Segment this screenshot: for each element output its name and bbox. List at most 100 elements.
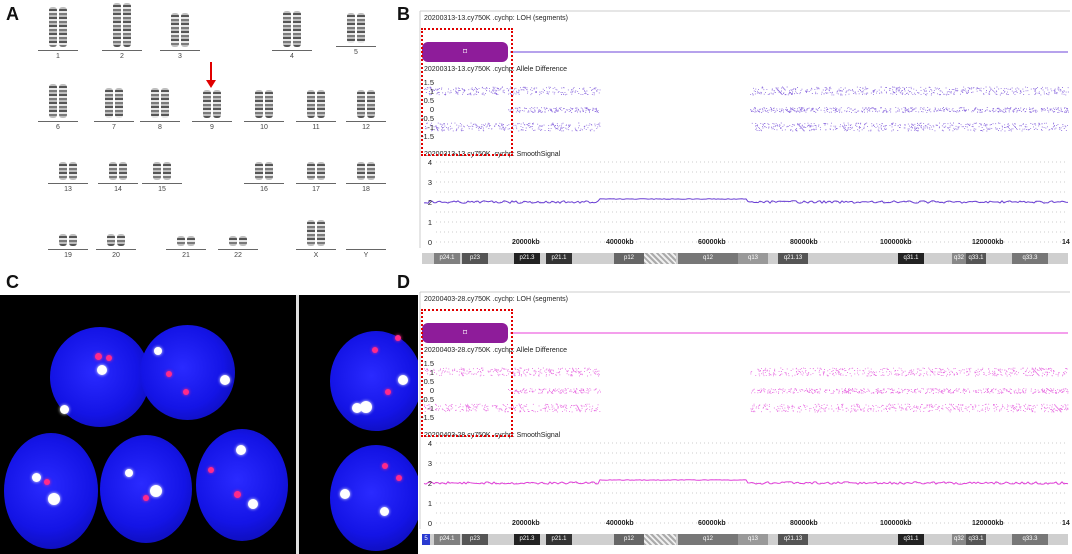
fish-signal-white (150, 485, 162, 497)
panel-label-b: B (397, 4, 410, 24)
allele-difference-points (424, 367, 600, 377)
chromatid (109, 162, 117, 180)
kb-axis-tick: 60000kb (698, 239, 726, 246)
ideogram-band: p24.1 (434, 253, 460, 264)
chromatid (153, 162, 161, 180)
cell-nucleus (100, 435, 192, 543)
ad-axis-tick: -1 (427, 123, 434, 132)
fish-signal-white (220, 375, 230, 385)
chromatid (229, 236, 237, 246)
fish-signal-red (385, 389, 391, 395)
ad-axis-tick: -1.5 (421, 132, 434, 141)
chromosome-baseline (98, 183, 138, 184)
fish-signal-red (106, 355, 112, 361)
chromosome-label: 13 (64, 186, 72, 193)
chromosome-label: 4 (290, 53, 294, 60)
chromosome-baseline (296, 121, 336, 122)
chromatid (255, 90, 263, 118)
chromatid (283, 11, 291, 47)
highlight-arrow (210, 62, 212, 82)
chromatid (49, 84, 57, 118)
chromatid (357, 13, 365, 43)
chromosome-baseline (102, 50, 142, 51)
chromosome-label: 5 (354, 49, 358, 56)
loh-track-title: 20200403-28.cy750K .cychp: LOH (segments… (424, 296, 568, 303)
chromosome-label: 14 (114, 186, 122, 193)
allele-difference-points (424, 86, 601, 96)
chromosome-label: 8 (158, 124, 162, 131)
chromosome-baseline (346, 249, 386, 250)
ideogram-band: q21.13 (778, 253, 808, 264)
chromatid (367, 90, 375, 118)
chromatid (177, 236, 185, 246)
chromosome-label: 15 (158, 186, 166, 193)
chromatid (307, 220, 315, 246)
fish-signal-red (143, 495, 149, 501)
chromosome-label: 17 (312, 186, 320, 193)
ss-axis-tick: 4 (427, 439, 432, 448)
fish-signal-red (396, 475, 402, 481)
allele-difference-points (750, 107, 1069, 113)
allele-difference-points (750, 367, 1068, 377)
allele-difference-points (751, 122, 1068, 132)
chromosome-ideogram: p24.1 p23 p21.3 p21.1 p12 q12 q13 q21.13 q31.1 q3… (422, 253, 1068, 264)
ideogram-band: q33.1 (966, 253, 986, 264)
ad-axis-tick: 1.5 (423, 78, 434, 87)
ad-axis-tick: 0.5 (423, 96, 434, 105)
chromosome-baseline (244, 183, 284, 184)
ideogram-band: q31.1 (898, 253, 924, 264)
kb-axis-tick: 100000kb (880, 520, 912, 527)
kb-axis-tick: 80000kb (790, 239, 818, 246)
cell-nucleus (140, 325, 235, 420)
fish-signal-white (154, 347, 162, 355)
ideogram-band: q21.13 (778, 534, 808, 545)
chromosome-label: 12 (362, 124, 370, 131)
chromatid (119, 162, 127, 180)
ad-axis-tick: -1 (427, 404, 434, 413)
highlight-arrow-head (206, 80, 216, 88)
chromosome-label: 3 (178, 53, 182, 60)
chromosome-baseline (48, 183, 88, 184)
kb-axis-tick: 14 (1062, 239, 1070, 246)
chromosome-baseline (38, 121, 78, 122)
chromosome-baseline (142, 183, 182, 184)
chromosome-baseline (218, 249, 258, 250)
chromosome-baseline (166, 249, 206, 250)
chromosome-baseline (296, 249, 336, 250)
chromatid (265, 90, 273, 118)
fish-signal-red (395, 335, 401, 341)
allele-difference-points (750, 86, 1069, 96)
ad-axis-tick: 0.5 (423, 377, 434, 386)
chromatid (347, 13, 355, 43)
fish-signal-white (60, 405, 69, 414)
fish-signal-red (208, 467, 214, 473)
chromatid (317, 90, 325, 118)
ideogram-centromere (644, 253, 676, 264)
chromatid (265, 162, 273, 180)
chromatid (115, 88, 123, 118)
chromosome-baseline (96, 249, 136, 250)
chromosome-baseline (272, 50, 312, 51)
chromosome-label: 21 (182, 252, 190, 259)
chromatid (317, 162, 325, 180)
cnv-track-d: 20200403-28.cy750K .cychp: LOH (segments… (418, 291, 1072, 553)
highlight-box (421, 309, 513, 437)
chromosome-label: 18 (362, 186, 370, 193)
chromatid (367, 162, 375, 180)
ideogram-band: q13 (738, 534, 768, 545)
ideogram-band: q33.3 (1012, 253, 1048, 264)
fish-signal-red (382, 463, 388, 469)
ideogram-band: q32 (952, 253, 966, 264)
chromatid (105, 88, 113, 118)
chromatid (317, 220, 325, 246)
chromatid (59, 84, 67, 118)
allele-difference-points (424, 403, 601, 413)
chromosome-label: 2 (120, 53, 124, 60)
fish-signal-white (380, 507, 389, 516)
chromosome-label: 7 (112, 124, 116, 131)
allele-difference-title: 20200403-28.cy750K .cychp: Allele Differ… (424, 347, 568, 354)
fish-signal-white (32, 473, 41, 482)
ideogram-band: q13 (738, 253, 768, 264)
ideogram-band: q33.3 (1012, 534, 1048, 545)
kb-axis-tick: 100000kb (880, 239, 912, 246)
